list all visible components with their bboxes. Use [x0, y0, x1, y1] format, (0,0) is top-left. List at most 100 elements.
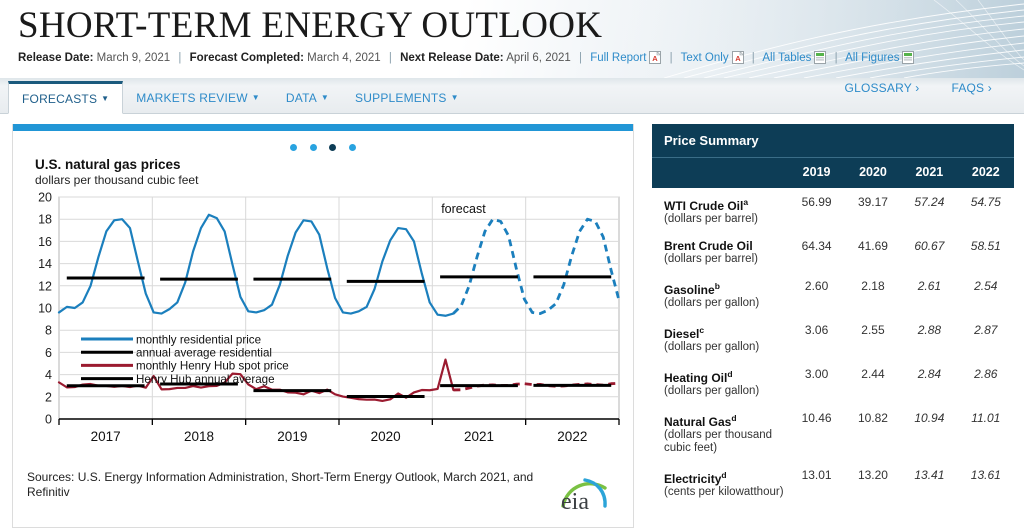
- row-header-cell: WTI Crude Oila (dollars per barrel): [652, 188, 788, 232]
- tab-data[interactable]: DATA ▼: [273, 83, 342, 113]
- y-axis-tick-label: 14: [38, 257, 52, 271]
- value-cell-2020: 13.20: [857, 468, 888, 482]
- spreadsheet-icon[interactable]: [902, 51, 915, 69]
- value-cell-2021: 57.24: [914, 195, 945, 209]
- tab-markets-review[interactable]: MARKETS REVIEW ▼: [123, 83, 273, 113]
- forecast-annotation: forecast: [441, 202, 486, 216]
- value-cell-2020: 2.44: [861, 367, 885, 381]
- value-cell-2022: 11.01: [971, 411, 1001, 425]
- row-metric-name: Heating Oild: [664, 369, 733, 385]
- row-metric-unit: (dollars per barrel): [664, 213, 758, 225]
- value-cell-2020: 2.18: [861, 279, 885, 293]
- table-row: Brent Crude Oil (dollars per barrel) 64.34…: [652, 232, 1014, 272]
- all-tables-link[interactable]: All Tables: [762, 52, 812, 64]
- chart-panel: U.S. natural gas prices dollars per thou…: [12, 124, 634, 528]
- chart-subtitle: dollars per thousand cubic feet: [35, 173, 199, 187]
- table-row: Dieselc (dollars per gallon) 3.06 2.55 2.88 2…: [652, 316, 1014, 360]
- row-metric-name: WTI Crude Oila: [664, 197, 749, 213]
- carousel-dot-3[interactable]: [329, 144, 337, 151]
- header-meta-line: Release Date: March 9, 2021 | Forecast C…: [18, 50, 1024, 69]
- footnote-marker: b: [714, 281, 720, 291]
- value-cell-2021: 60.67: [914, 239, 945, 253]
- table-row: Natural Gasd (dollars per thousand cubic …: [652, 404, 1014, 461]
- value-cell-2019: 56.99: [801, 195, 832, 209]
- column-header-2019: 2019: [788, 158, 845, 188]
- value-cell-2019: 2.60: [804, 279, 829, 293]
- price-summary-panel: Price Summary 2019 2020 2021 2022 WTI Cr…: [652, 124, 1014, 528]
- x-axis-tick-label: 2021: [464, 429, 494, 444]
- carousel-dot-1[interactable]: [290, 144, 298, 151]
- meta-separator: |: [178, 52, 182, 64]
- y-axis-tick-label: 6: [45, 346, 52, 360]
- row-header-cell: Heating Oild (dollars per gallon): [652, 360, 788, 404]
- column-header-2020: 2020: [844, 158, 902, 188]
- chart-plot-area: 0 2 4 6 8 10 12 14 16 18 20 2017 2018 2019 2020 2021 202…: [19, 191, 633, 464]
- value-cell-2021: 10.94: [914, 411, 945, 425]
- chart-title: U.S. natural gas prices: [35, 157, 181, 172]
- footnote-marker: d: [727, 369, 733, 379]
- value-cell-2021: 2.84: [917, 367, 942, 381]
- table-header-row: 2019 2020 2021 2022: [652, 158, 1014, 188]
- y-axis-tick-label: 8: [45, 324, 52, 338]
- series-line-forecast: [452, 217, 621, 315]
- row-header-cell: Brent Crude Oil (dollars per barrel): [652, 232, 788, 272]
- column-header-2021: 2021: [901, 158, 958, 188]
- chevron-down-icon: ▼: [251, 93, 260, 102]
- row-metric-name: Electricityd: [664, 470, 727, 486]
- tab-supplements[interactable]: SUPPLEMENTS ▼: [342, 83, 472, 113]
- carousel-dot-4[interactable]: [348, 144, 356, 151]
- legend-label: annual average residential: [136, 347, 272, 360]
- full-report-link[interactable]: Full Report: [590, 52, 647, 64]
- page-content: U.S. natural gas prices dollars per thou…: [0, 114, 1024, 528]
- row-metric-name: Brent Crude Oil: [664, 239, 753, 253]
- tab-forecasts[interactable]: FORECASTS ▼: [8, 81, 124, 114]
- x-axis-tick-label: 2017: [91, 429, 121, 444]
- chevron-down-icon: ▼: [101, 94, 110, 103]
- meta-separator: |: [751, 52, 755, 64]
- y-axis-tick-label: 0: [45, 413, 52, 427]
- value-cell-2022: 2.54: [974, 279, 998, 293]
- value-cell-2022: 54.75: [970, 195, 1001, 209]
- footnote-marker: d: [721, 470, 727, 480]
- value-cell-2021: 2.88: [917, 323, 942, 337]
- value-cell-2021: 2.61: [917, 279, 942, 293]
- carousel-dot-2[interactable]: [309, 144, 317, 151]
- row-metric-name: Gasolineb: [664, 281, 720, 297]
- release-date-value: March 9, 2021: [96, 52, 171, 64]
- forecast-completed-value: March 4, 2021: [307, 52, 381, 64]
- meta-separator: |: [578, 52, 582, 64]
- tab-forecasts-label: FORECASTS: [22, 92, 98, 106]
- glossary-link[interactable]: GLOSSARY ›: [844, 81, 920, 95]
- next-release-value: April 6, 2021: [506, 52, 571, 64]
- svg-text:A: A: [653, 54, 659, 63]
- footnote-marker: d: [731, 413, 737, 423]
- y-axis-tick-label: 4: [45, 368, 52, 382]
- text-only-link[interactable]: Text Only: [680, 52, 729, 64]
- price-summary-head: 2019 2020 2021 2022: [652, 158, 1014, 188]
- legend-label: monthly Henry Hub spot price: [136, 360, 289, 373]
- footnote-marker: c: [699, 325, 705, 335]
- y-axis-tick-label: 18: [38, 213, 52, 227]
- spreadsheet-icon[interactable]: [814, 51, 827, 69]
- pdf-icon[interactable]: A: [731, 50, 744, 69]
- price-summary-body: WTI Crude Oila (dollars per barrel) 56.99 3…: [652, 188, 1014, 505]
- pdf-icon[interactable]: A: [649, 50, 662, 69]
- all-figures-link[interactable]: All Figures: [845, 52, 900, 64]
- faqs-link[interactable]: FAQS ›: [951, 81, 992, 95]
- footnote-marker: a: [743, 197, 749, 207]
- x-axis-tick-label: 2019: [277, 429, 307, 444]
- column-header-metric: [652, 158, 789, 188]
- meta-separator: |: [834, 52, 838, 64]
- chevron-down-icon: ▼: [450, 93, 459, 102]
- value-cell-2022: 58.51: [970, 239, 1001, 253]
- svg-text:eia: eia: [561, 489, 589, 515]
- forecast-completed-label: Forecast Completed:: [189, 52, 304, 64]
- row-header-cell: Electricityd (cents per kilowatthour): [652, 461, 788, 505]
- eia-logo: eia: [555, 476, 611, 521]
- svg-text:A: A: [735, 54, 741, 63]
- legend-label: Henry Hub annual average: [136, 373, 275, 386]
- value-cell-2019: 3.00: [804, 367, 829, 381]
- price-summary-table: Price Summary 2019 2020 2021 2022 WTI Cr…: [652, 124, 1014, 505]
- value-cell-2019: 64.34: [801, 239, 832, 253]
- x-axis-tick-label: 2022: [557, 429, 587, 444]
